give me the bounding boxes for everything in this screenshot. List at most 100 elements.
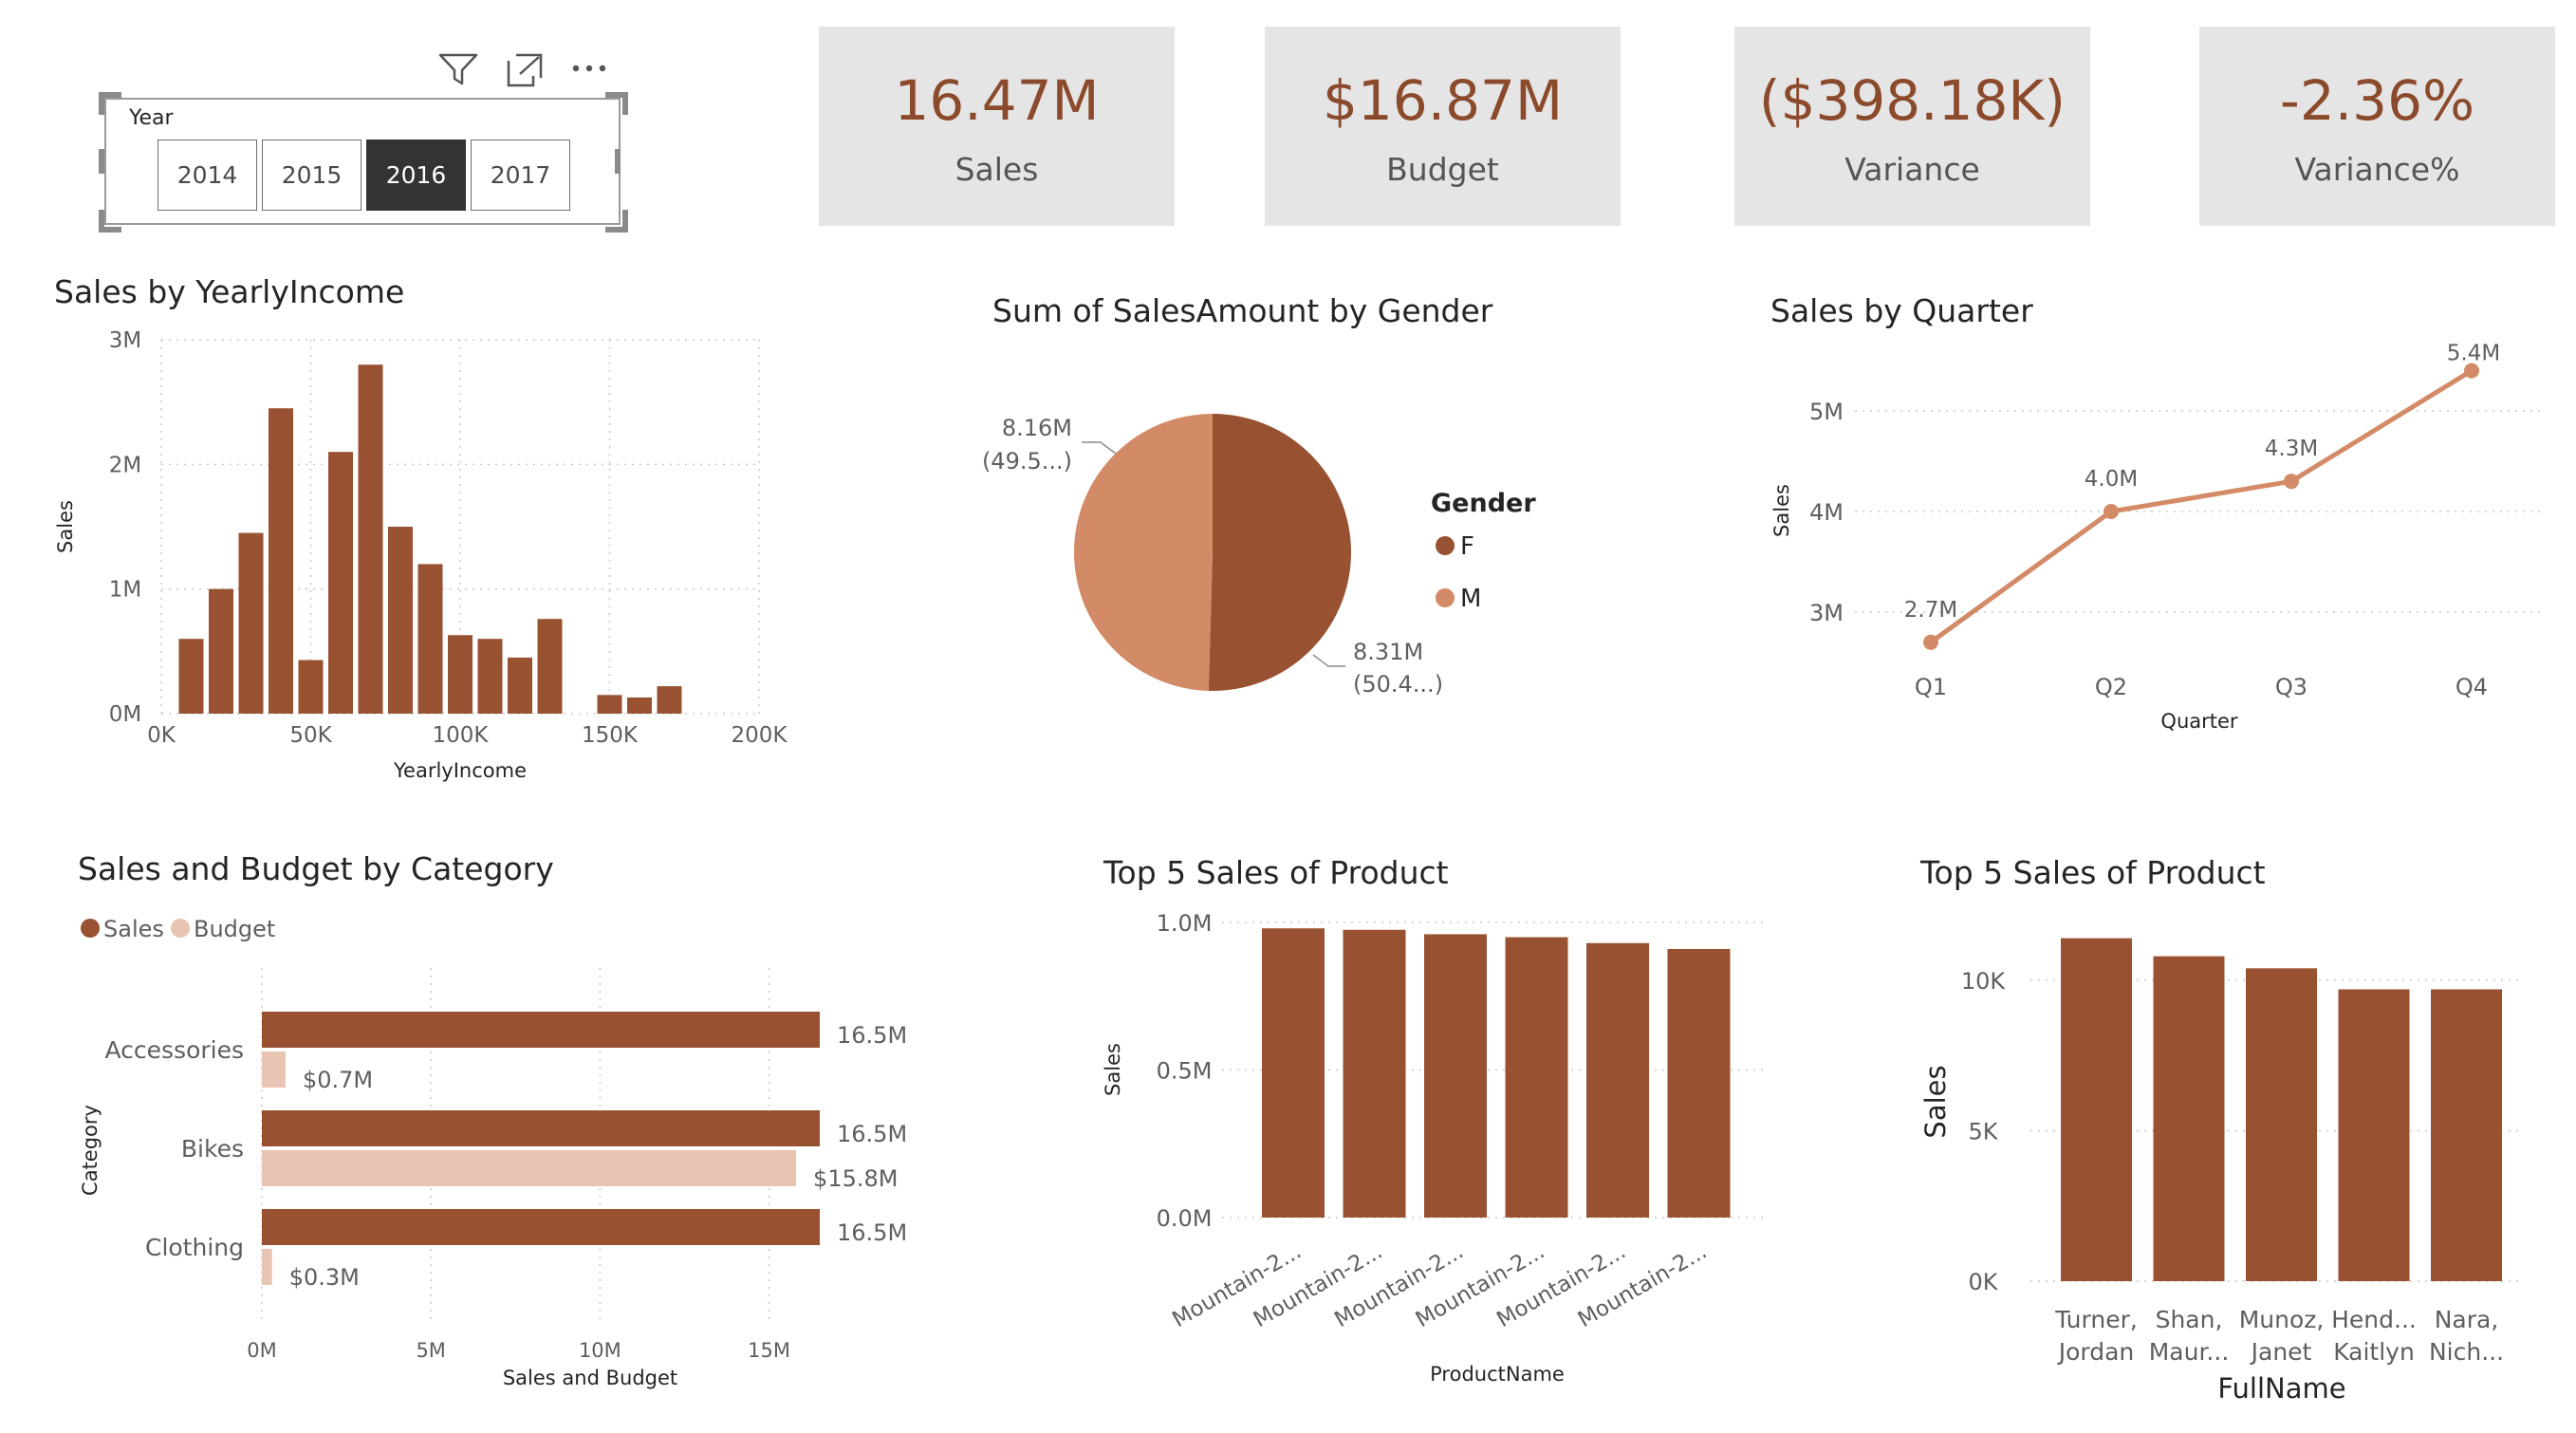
y-tick-label: 2M: [109, 453, 141, 477]
data-point: [1923, 634, 1938, 650]
x-axis-title: Sales and Budget: [503, 1367, 677, 1389]
kpi-card-variance-pct[interactable]: -2.36% Variance%: [2199, 27, 2555, 226]
x-tick-label: 100K: [433, 723, 490, 748]
bar: [1262, 928, 1325, 1218]
x-tick-label: 50K: [289, 723, 332, 748]
year-option-2015[interactable]: 2015: [262, 140, 361, 211]
pie-slice: [1208, 414, 1351, 691]
x-axis-title: YearlyIncome: [393, 759, 527, 782]
y-axis-title: Sales: [1102, 1043, 1124, 1096]
data-label: (50.4...): [1353, 671, 1443, 698]
y-axis-title: Sales: [1770, 484, 1793, 537]
x-axis-title: Quarter: [2160, 710, 2237, 733]
chart-title-quarter: Sales by Quarter: [1770, 292, 2033, 329]
bar: [209, 588, 233, 714]
x-tick-label: 200K: [732, 723, 788, 748]
x-tick-label: Q1: [1915, 674, 1947, 700]
bar: [477, 639, 503, 714]
legend-item: F: [1460, 532, 1474, 561]
y-axis-title: Sales: [54, 500, 77, 553]
data-label: 5.4M: [2447, 342, 2500, 366]
resize-handle[interactable]: [615, 149, 621, 174]
legend-marker: [81, 919, 100, 938]
data-label: 8.16M: [1002, 415, 1072, 441]
x-tick-label: Q2: [2095, 674, 2127, 700]
data-label: 16.5M: [837, 1121, 907, 1147]
bar: [1343, 929, 1406, 1218]
legend-title: Gender: [1431, 489, 1536, 518]
bar: [269, 408, 293, 714]
x-tick-label: Janet: [2250, 1338, 2312, 1366]
y-tick-label: 1M: [109, 578, 141, 603]
data-label: 8.31M: [1353, 639, 1423, 665]
x-axis-title: FullName: [2217, 1372, 2345, 1405]
year-option-2014[interactable]: 2014: [158, 140, 257, 211]
x-tick-label: 0K: [147, 723, 176, 748]
y-tick-label: 0K: [1968, 1269, 1998, 1295]
resize-handle[interactable]: [99, 92, 121, 115]
x-tick-label: Jordan: [2057, 1338, 2135, 1366]
kpi-value: -2.36%: [2279, 68, 2475, 133]
bar: [627, 697, 652, 714]
focus-mode-icon[interactable]: [503, 47, 547, 91]
data-label: (49.5...): [982, 448, 1072, 475]
data-label: 16.5M: [837, 1022, 907, 1049]
y-tick-label: 3M: [109, 328, 141, 353]
leader-line: [1312, 654, 1345, 667]
bar: [1667, 948, 1731, 1218]
y-tick-label: 5K: [1968, 1119, 1998, 1145]
data-point: [2103, 504, 2119, 519]
bar: [2153, 956, 2225, 1281]
year-option-2017[interactable]: 2017: [471, 140, 570, 211]
more-options-icon[interactable]: [567, 47, 611, 91]
chart-title-top-product: Top 5 Sales of Product: [1103, 854, 1449, 891]
year-option-2016[interactable]: 2016: [366, 140, 466, 211]
legend-item: Sales: [103, 916, 164, 942]
kpi-card-budget[interactable]: $16.87M Budget: [1265, 27, 1621, 226]
category-label: Bikes: [181, 1135, 244, 1163]
data-label: $0.3M: [289, 1264, 360, 1291]
legend-marker: [171, 919, 190, 938]
x-tick-label: Maur...: [2149, 1338, 2230, 1366]
x-tick-label: Munoz,: [2239, 1306, 2325, 1333]
filter-icon[interactable]: [436, 47, 480, 91]
y-tick-label: 3M: [1809, 600, 1844, 626]
resize-handle[interactable]: [99, 149, 104, 174]
y-tick-label: 1.0M: [1157, 910, 1213, 937]
data-point: [2464, 363, 2479, 379]
bar: [1505, 937, 1568, 1218]
chart-title-income: Sales by YearlyIncome: [54, 273, 405, 310]
bar: [298, 660, 324, 714]
kpi-card-variance[interactable]: ($398.18K) Variance: [1734, 27, 2090, 226]
bar: [597, 695, 622, 714]
kpi-label: Sales: [954, 151, 1039, 188]
bar: [1586, 942, 1649, 1218]
resize-handle[interactable]: [605, 92, 628, 115]
bar: [328, 452, 353, 714]
data-label: $15.8M: [813, 1165, 898, 1192]
bar: [448, 635, 473, 714]
bar: [537, 619, 563, 714]
leader-line: [1082, 441, 1117, 455]
kpi-card-sales[interactable]: 16.47M Sales: [819, 27, 1175, 226]
data-label: 2.7M: [1904, 598, 1957, 623]
bar-sales: [262, 1012, 820, 1048]
legend-item: M: [1460, 585, 1481, 613]
x-tick-label: Shan,: [2156, 1306, 2223, 1333]
y-tick-label: 0.0M: [1157, 1205, 1213, 1232]
x-tick-label: Nara,: [2435, 1306, 2499, 1333]
y-tick-label: 10K: [1961, 968, 2007, 995]
resize-handle[interactable]: [99, 210, 121, 233]
pie-slice: [1073, 414, 1213, 691]
bar: [508, 657, 532, 714]
bar: [2061, 938, 2132, 1281]
bar: [178, 639, 204, 714]
kpi-label: Variance%: [2294, 151, 2460, 188]
kpi-value: 16.47M: [894, 68, 1100, 133]
resize-handle[interactable]: [605, 210, 628, 233]
chart-title-category: Sales and Budget by Category: [78, 850, 554, 887]
x-tick-label: Hend...: [2331, 1306, 2417, 1333]
x-tick-label: Q4: [2456, 674, 2488, 700]
bar: [417, 564, 443, 714]
